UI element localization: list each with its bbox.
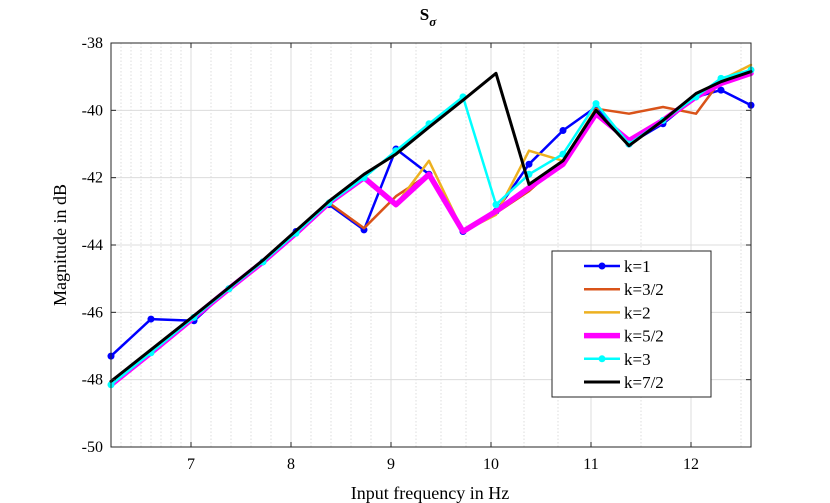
legend-label: k=3 <box>624 350 651 369</box>
series-line <box>109 70 753 383</box>
y-tick-label: -40 <box>82 102 103 119</box>
data-point <box>717 86 725 94</box>
x-tick-label: 8 <box>287 456 295 473</box>
legend: k=1 k=3/2 k=2 k=5/2 k=3 k=7/2 <box>551 250 712 398</box>
x-tick-label: 10 <box>483 456 499 473</box>
y-tick-label: -42 <box>82 170 103 187</box>
series-layer <box>107 63 755 389</box>
data-point <box>147 315 155 323</box>
data-point <box>525 160 533 168</box>
series-k=7/2 <box>109 70 753 383</box>
legend-marker <box>598 355 606 363</box>
legend-item: k=1 <box>584 257 651 276</box>
y-tick-label: -44 <box>82 237 103 254</box>
legend-item: k=7/2 <box>584 373 664 392</box>
legend-item: k=3/2 <box>584 280 664 299</box>
legend-marker <box>598 262 606 270</box>
data-point <box>592 100 600 108</box>
y-tick-label: -48 <box>82 372 103 389</box>
data-point <box>492 201 500 209</box>
legend-item: k=2 <box>584 303 651 322</box>
legend-box <box>551 250 712 398</box>
legend-label: k=7/2 <box>624 373 664 392</box>
y-tick-label: -38 <box>82 35 103 52</box>
chart-title: Sσ <box>420 5 437 29</box>
axis-ticks: 7 8 9 10 11 12 -50 -48 -46 -44 -42 -40 -38 <box>82 35 751 473</box>
chart-title-subscript: σ <box>429 14 437 29</box>
x-tick-label: 9 <box>387 456 395 473</box>
legend-label: k=2 <box>624 303 651 322</box>
x-tick-label: 11 <box>583 456 598 473</box>
data-point <box>559 127 567 135</box>
x-tick-label: 12 <box>683 456 699 473</box>
y-axis-label: Magnitude in dB <box>50 184 70 306</box>
chart-title-main: S <box>420 5 429 24</box>
legend-label: k=1 <box>624 257 651 276</box>
y-tick-label: -50 <box>82 439 103 456</box>
legend-item: k=5/2 <box>584 327 664 346</box>
x-tick-label: 7 <box>187 456 195 473</box>
legend-label: k=5/2 <box>624 327 664 346</box>
legend-label: k=3/2 <box>624 280 664 299</box>
y-tick-label: -46 <box>82 304 103 321</box>
x-axis-label: Input frequency in Hz <box>351 483 509 503</box>
legend-item: k=3 <box>584 350 651 369</box>
